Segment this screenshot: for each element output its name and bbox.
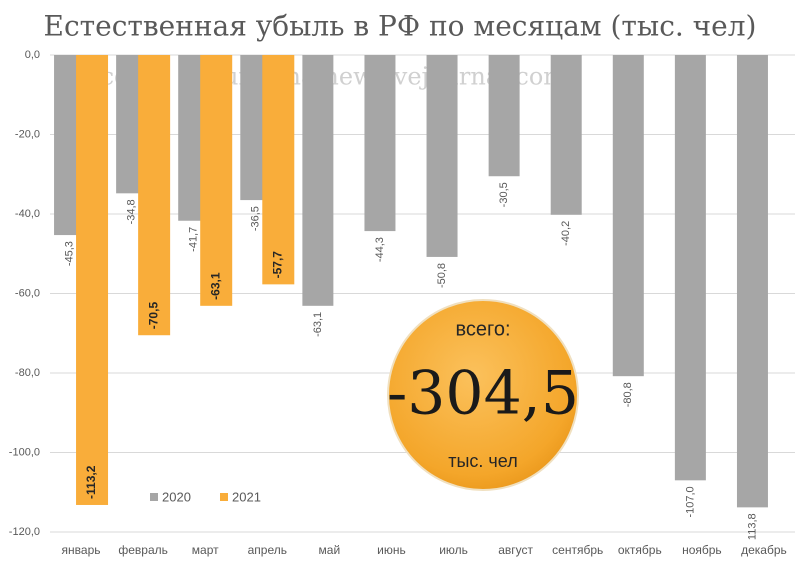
data-label: -40,2 <box>560 221 572 246</box>
chart-title: Естественная убыль в РФ по месяцам (тыс.… <box>44 10 757 43</box>
legend-label: 2020 <box>162 489 191 504</box>
y-tick-label: 0,0 <box>25 49 40 61</box>
x-tick-label: апрель <box>248 543 287 557</box>
bar <box>76 55 109 505</box>
bar <box>550 55 582 215</box>
x-tick-label: ноябрь <box>682 543 722 557</box>
bar <box>426 55 458 257</box>
x-tick-label: май <box>319 543 341 557</box>
data-label: -41,7 <box>188 227 200 252</box>
data-label: -57,7 <box>270 251 284 279</box>
data-label: 113,8 <box>746 513 758 540</box>
y-tick-label: -100,0 <box>9 446 40 458</box>
x-tick-label: июнь <box>377 543 406 557</box>
bar <box>736 55 768 508</box>
y-tick-label: -20,0 <box>15 128 40 140</box>
annotation: тыс. чел <box>448 451 517 471</box>
x-tick-label: октябрь <box>618 543 662 557</box>
data-label: -44,3 <box>374 237 386 262</box>
data-label: -50,8 <box>436 263 448 288</box>
y-tick-label: -80,0 <box>15 367 40 379</box>
legend-swatch <box>220 493 228 501</box>
bar <box>200 55 233 306</box>
data-label: -30,5 <box>498 182 510 207</box>
y-tick-label: -40,0 <box>15 208 40 220</box>
x-tick-label: сентябрь <box>552 543 603 557</box>
data-label: -113,2 <box>84 465 98 499</box>
data-label: -63,1 <box>208 272 222 300</box>
data-label: -36,5 <box>250 206 262 231</box>
y-tick-label: -120,0 <box>9 526 40 538</box>
data-label: -107,0 <box>684 486 696 517</box>
bar <box>364 55 396 232</box>
data-label: -63,1 <box>312 312 324 337</box>
x-tick-label: июль <box>439 543 468 557</box>
data-label: -34,8 <box>126 199 138 224</box>
legend-swatch <box>150 493 158 501</box>
bar <box>488 55 520 177</box>
x-tick-label: март <box>192 543 219 557</box>
bar <box>302 55 334 306</box>
bar <box>262 55 295 285</box>
annotation: -304,5 <box>387 359 579 429</box>
bar <box>674 55 706 481</box>
y-tick-label: -60,0 <box>15 287 40 299</box>
x-tick-label: август <box>498 543 533 557</box>
bar <box>138 55 171 336</box>
x-tick-label: декабрь <box>741 543 787 557</box>
x-tick-label: январь <box>62 543 101 557</box>
legend-label: 2021 <box>232 489 261 504</box>
annotation: всего: <box>455 318 510 340</box>
bar <box>612 55 644 377</box>
data-label: -70,5 <box>146 302 160 330</box>
data-label: -45,3 <box>63 241 75 266</box>
total-badge <box>387 299 579 491</box>
data-label: -80,8 <box>622 382 634 407</box>
x-tick-label: февраль <box>118 543 168 557</box>
